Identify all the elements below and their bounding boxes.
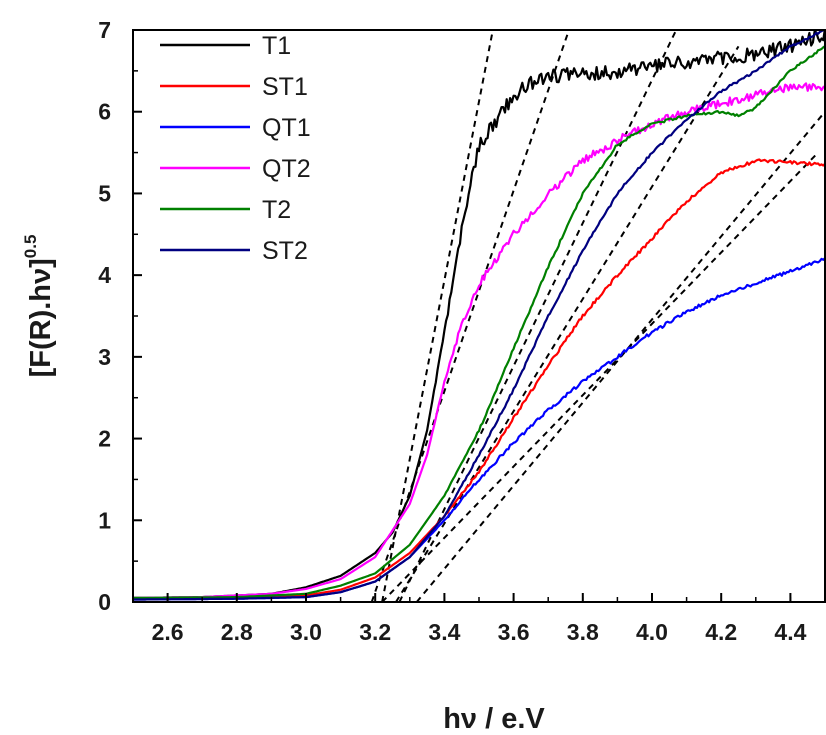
legend-item-t2: T2 [160, 196, 291, 224]
legend-label: T2 [262, 196, 291, 224]
series-line-st1 [133, 158, 825, 600]
x-tick-label: 3.8 [567, 619, 599, 645]
legend-label: T1 [262, 32, 291, 60]
y-tick-label: 2 [98, 426, 111, 452]
legend-label: ST2 [262, 237, 308, 265]
x-tick-label: 4.0 [636, 619, 668, 645]
y-tick-label: 7 [98, 17, 111, 43]
legend-item-qt1: QT1 [160, 114, 311, 142]
y-tick-label: 1 [98, 507, 111, 533]
legend-item-qt2: QT2 [160, 155, 311, 183]
tangent-line-1 [381, 30, 494, 602]
y-tick-label: 6 [98, 99, 111, 125]
series-line-st2 [133, 30, 825, 601]
y-tick-label: 0 [98, 589, 111, 615]
x-tick-label: 3.6 [498, 619, 530, 645]
legend-item-st2: ST2 [160, 237, 308, 265]
y-axis-title-superscript: 0.5 [21, 235, 40, 259]
y-tick-label: 5 [98, 180, 111, 206]
y-axis: 0 1 2 3 4 5 6 7 [98, 17, 142, 615]
x-tick-label: 2.8 [221, 619, 253, 645]
y-axis-title-text: [F(R).hν]0.5 [21, 235, 57, 378]
tangent-line-3 [398, 30, 678, 602]
x-tick-label: 4.2 [705, 619, 737, 645]
x-tick-label: 4.4 [774, 619, 806, 645]
y-axis-title: [F(R).hν]0.5 [21, 235, 57, 378]
legend-label: QT2 [262, 155, 311, 183]
legend-item-st1: ST1 [160, 73, 308, 101]
y-tick-label: 3 [98, 344, 111, 370]
x-tick-label: 3.0 [290, 619, 322, 645]
legend-item-t1: T1 [160, 32, 291, 60]
legend-label: QT1 [262, 114, 311, 142]
x-tick-label: 3.2 [359, 619, 391, 645]
tangent-lines [370, 30, 825, 602]
tangent-line-6 [381, 151, 819, 602]
tangent-line-4 [395, 45, 740, 602]
series-line-qt2 [133, 82, 825, 599]
x-axis: 2.6 2.8 3.0 3.2 3.4 3.6 3.8 4.0 4.2 4.4 [132, 593, 826, 645]
x-tick-label: 3.4 [428, 619, 460, 645]
series-line-t2 [133, 45, 825, 599]
legend-label: ST1 [262, 73, 308, 101]
series-line-t1 [133, 30, 825, 599]
plot-frame [132, 29, 826, 603]
x-tick-label: 2.6 [152, 619, 184, 645]
legend: T1 ST1 QT1 QT2 T2 ST2 [160, 32, 311, 265]
x-axis-title: hν / e.V [443, 703, 545, 735]
y-tick-label: 4 [98, 262, 111, 288]
series-lines [133, 30, 825, 601]
